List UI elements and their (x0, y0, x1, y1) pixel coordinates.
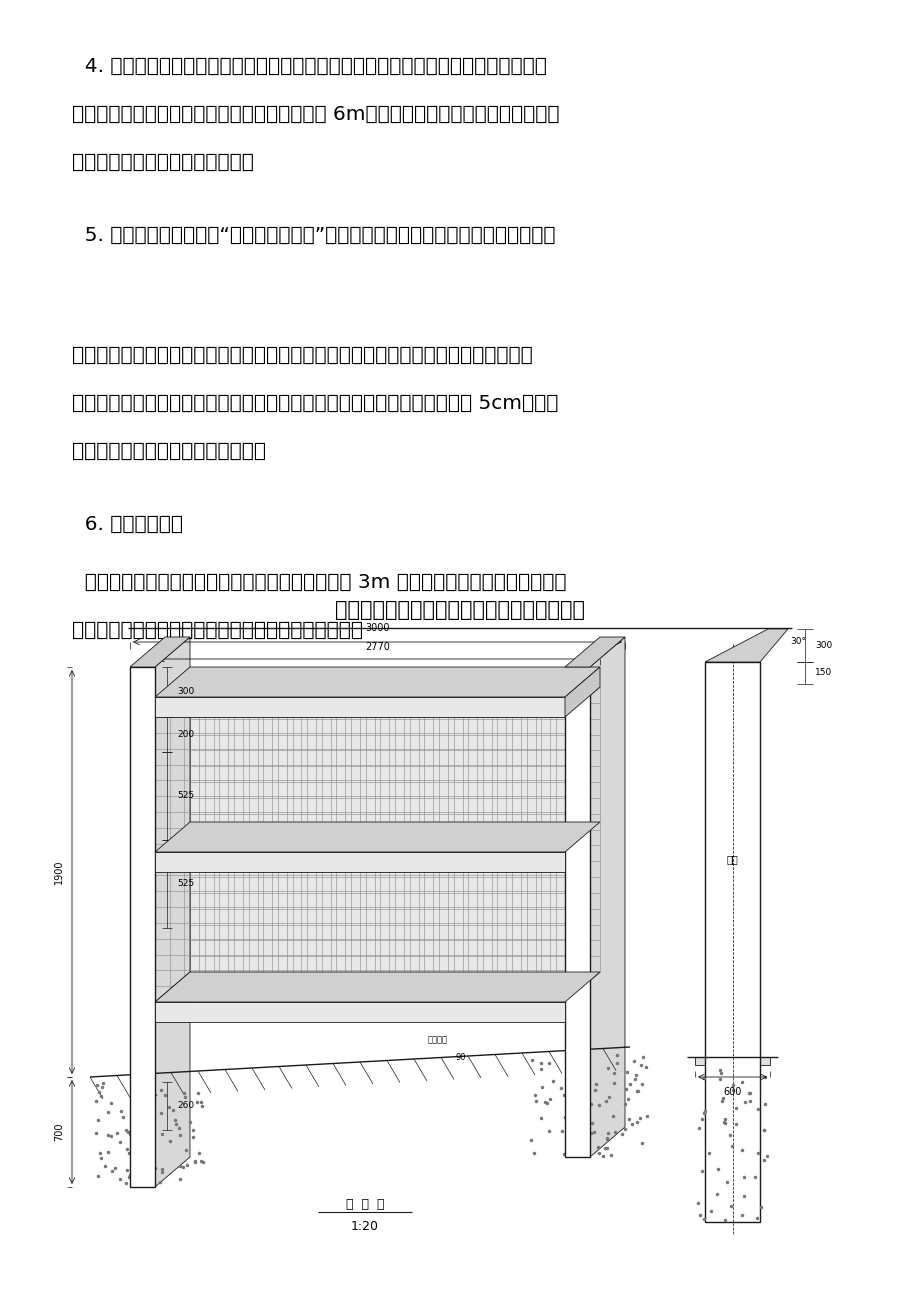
Text: 边断面处: 边断面处 (427, 1035, 448, 1044)
Text: 美观，避免给人凌乱感觉，安装前先整平场地，棵栏底部与地面间的距离按 5cm控制，: 美观，避免给人凌乱感觉，安装前先整平场地，棵栏底部与地面间的距离按 5cm控制， (72, 395, 558, 413)
Polygon shape (564, 637, 624, 667)
Text: 1:20: 1:20 (351, 1220, 379, 1233)
Polygon shape (190, 687, 599, 973)
Text: 300: 300 (176, 687, 194, 697)
Text: 5. 防护棵栏安装要做到“严、直、齐、美”，线路封闭严实，不留间隙，沿线路方向顺: 5. 防护棵栏安装要做到“严、直、齐、美”，线路封闭严实，不留间隙，沿线路方向顺 (72, 227, 555, 245)
Text: 3000: 3000 (365, 622, 390, 633)
Text: 4. 立柱、及柱帽，运输中应有保护措施，可于其间夹草席、稻草、锯沫或其它缓冲防: 4. 立柱、及柱帽，运输中应有保护措施，可于其间夹草席、稻草、锯沫或其它缓冲防 (72, 57, 546, 76)
Text: 不满足时应进行回填处理、并夸实。: 不满足时应进行回填处理、并夸实。 (72, 441, 266, 461)
Text: 6. 线路封闭方法: 6. 线路封闭方法 (72, 516, 183, 534)
Text: 震材料，竖向堆码层数不超过五层，高度不超过 6m，钉筋混凝土防护棵栏应竖向按排放: 震材料，竖向堆码层数不超过五层，高度不超过 6m，钉筋混凝土防护棵栏应竖向按排放 (72, 105, 559, 124)
Text: 直，不忘近忘远，防护棵栏顶端与下端纵向过渡平滑整齐，不忘高忘低，要求整体效果: 直，不忘近忘远，防护棵栏顶端与下端纵向过渡平滑整齐，不忘高忘低，要求整体效果 (72, 346, 532, 365)
Text: 200: 200 (176, 730, 194, 740)
Polygon shape (704, 629, 788, 661)
Text: 1900: 1900 (54, 859, 64, 884)
Bar (130, 667, 154, 1187)
Text: 栏结构与路基地段相同；桥头两端按包绕桥台全封闭。: 栏结构与路基地段相同；桥头两端按包绕桥台全封闭。 (72, 621, 363, 641)
Text: 桥头封闭：对易攀爾进入墩顶的桥梁，在高度低于 3m 的矮墩处应设棵栏封闭。防护棵: 桥头封闭：对易攀爾进入墩顶的桥梁，在高度低于 3m 的矮墩处应设棵栏封闭。防护棵 (72, 573, 566, 592)
Polygon shape (154, 822, 599, 852)
Text: 600: 600 (722, 1087, 741, 1098)
Text: 90: 90 (455, 1052, 465, 1061)
Text: 525: 525 (176, 879, 194, 888)
Bar (154, 697, 564, 717)
Polygon shape (589, 637, 624, 1157)
Text: 2770: 2770 (365, 642, 390, 652)
Text: 300: 300 (814, 641, 832, 650)
Bar (704, 661, 759, 1223)
Polygon shape (694, 1057, 769, 1065)
Text: 260: 260 (176, 1101, 194, 1111)
Text: 525: 525 (176, 792, 194, 801)
Bar (154, 852, 564, 872)
Text: 陋坡地段防护棵栏地面封闭及上部防抛网安装: 陋坡地段防护棵栏地面封闭及上部防抛网安装 (335, 600, 584, 620)
Polygon shape (154, 973, 599, 1003)
Bar (564, 667, 589, 1157)
Polygon shape (154, 667, 599, 697)
Bar (154, 717, 564, 1003)
Text: 150: 150 (814, 668, 832, 677)
Text: 700: 700 (54, 1122, 64, 1142)
Text: 正  面  图: 正 面 图 (346, 1199, 384, 1211)
Bar (154, 1003, 564, 1022)
Text: 置，其中夹缓冲材料，以防碎伤。: 置，其中夹缓冲材料，以防碎伤。 (72, 154, 254, 172)
Polygon shape (564, 667, 599, 717)
Polygon shape (154, 637, 190, 1187)
Text: 侧面: 侧面 (726, 854, 738, 865)
Polygon shape (130, 637, 190, 667)
Text: 30°: 30° (789, 638, 805, 647)
